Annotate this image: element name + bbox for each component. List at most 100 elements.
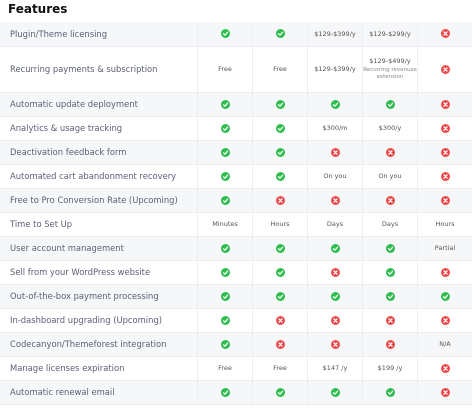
icon-glyph bbox=[277, 341, 283, 347]
icon-circle bbox=[220, 171, 230, 181]
table-cell bbox=[307, 236, 363, 261]
table-cell: $129-$499/y Recurring revenues extension bbox=[362, 46, 418, 93]
check-icon bbox=[275, 171, 285, 181]
icon-circle bbox=[275, 243, 285, 253]
icon-glyph bbox=[277, 126, 283, 131]
check-icon bbox=[275, 123, 285, 133]
check-icon bbox=[275, 243, 285, 253]
icon-glyph bbox=[442, 101, 448, 107]
table-cell bbox=[417, 284, 472, 309]
icon-glyph bbox=[222, 31, 228, 37]
table-cell: $199 /y bbox=[362, 356, 418, 381]
table-row: Automated cart abandonment recovery On yo… bbox=[0, 164, 472, 189]
icon-circle bbox=[220, 243, 230, 253]
cross-icon bbox=[440, 29, 450, 39]
table-cell bbox=[252, 236, 308, 261]
table-cell bbox=[197, 188, 253, 213]
check-icon bbox=[220, 123, 230, 133]
table-cell: N/A bbox=[417, 332, 472, 357]
icon-glyph bbox=[222, 318, 228, 323]
cell-text: $199 /y bbox=[377, 364, 403, 372]
table-cell: Days bbox=[362, 212, 418, 237]
cell-text: $129-$399/y bbox=[314, 29, 356, 38]
table-row: Plugin/Theme licensing $129-$399/y $129-$2… bbox=[0, 22, 472, 47]
table-cell bbox=[417, 46, 472, 93]
table-cell bbox=[362, 236, 418, 261]
table-cell: Minutes bbox=[197, 212, 253, 237]
cell-text: On you bbox=[323, 172, 347, 180]
icon-glyph bbox=[387, 102, 393, 107]
table-cell bbox=[417, 380, 472, 405]
table-cell bbox=[362, 332, 418, 357]
table-row: Automatic renewal email bbox=[0, 380, 472, 405]
icon-circle bbox=[220, 315, 230, 325]
table-row: Deactivation feedback form bbox=[0, 140, 472, 165]
feature-name: Recurring payments & subscription bbox=[0, 46, 198, 93]
table-cell bbox=[417, 116, 472, 141]
table-cell: $129-$399/y bbox=[307, 22, 363, 47]
check-icon bbox=[220, 195, 230, 205]
table-cell bbox=[362, 380, 418, 405]
cross-icon bbox=[330, 195, 340, 205]
check-icon bbox=[275, 291, 285, 301]
table-cell: $129-$399/y bbox=[307, 46, 363, 93]
feature-name: User account management bbox=[0, 236, 198, 261]
table-row: Time to Set Up Minutes Hours Days Days Hours bbox=[0, 212, 472, 237]
icon-glyph bbox=[222, 342, 228, 347]
icon-glyph bbox=[332, 197, 338, 203]
cross-icon bbox=[440, 387, 450, 397]
icon-glyph bbox=[277, 150, 283, 155]
cross-icon bbox=[330, 339, 340, 349]
cross-icon bbox=[330, 267, 340, 277]
table-row: Free to Pro Conversion Rate (Upcoming) bbox=[0, 188, 472, 213]
table-cell bbox=[252, 332, 308, 357]
cell-text: $300/y bbox=[378, 124, 402, 132]
check-icon bbox=[275, 387, 285, 397]
table-cell: Free bbox=[252, 46, 308, 93]
table-row: Automatic update deployment bbox=[0, 92, 472, 117]
table-cell bbox=[197, 260, 253, 285]
icon-circle bbox=[275, 171, 285, 181]
cell-text: On you bbox=[378, 172, 402, 180]
table-cell bbox=[362, 284, 418, 309]
cross-icon bbox=[440, 171, 450, 181]
cell-text: Free bbox=[273, 364, 287, 372]
table-cell: $129-$299/y bbox=[362, 22, 418, 47]
check-icon bbox=[385, 387, 395, 397]
icon-glyph bbox=[222, 150, 228, 155]
icon-glyph bbox=[387, 149, 393, 155]
icon-circle bbox=[275, 123, 285, 133]
table-cell: Free bbox=[252, 356, 308, 381]
check-icon bbox=[385, 243, 395, 253]
table-cell bbox=[417, 164, 472, 189]
check-icon bbox=[275, 147, 285, 157]
icon-glyph bbox=[222, 174, 228, 179]
icon-glyph bbox=[442, 389, 448, 395]
table-cell bbox=[307, 308, 363, 333]
cross-icon bbox=[440, 195, 450, 205]
cell-text: N/A bbox=[439, 340, 451, 348]
table-cell bbox=[197, 284, 253, 309]
icon-circle bbox=[275, 99, 285, 109]
table-cell bbox=[362, 308, 418, 333]
cross-icon bbox=[440, 123, 450, 133]
table-cell bbox=[252, 164, 308, 189]
check-icon bbox=[385, 267, 395, 277]
table-row: Sell from your WordPress website bbox=[0, 260, 472, 285]
cross-icon bbox=[440, 363, 450, 373]
table-cell bbox=[197, 236, 253, 261]
cell-text: Minutes bbox=[212, 220, 238, 228]
cell-text: Days bbox=[326, 220, 344, 228]
check-icon bbox=[220, 267, 230, 277]
cell-text: $129-$399/y bbox=[314, 65, 356, 73]
icon-glyph bbox=[387, 294, 393, 299]
icon-circle bbox=[220, 99, 230, 109]
cross-icon bbox=[330, 315, 340, 325]
icon-glyph bbox=[332, 294, 338, 299]
table-cell: Partial bbox=[417, 236, 472, 261]
icon-circle bbox=[330, 243, 340, 253]
table-cell bbox=[417, 308, 472, 333]
table-cell: $300/m bbox=[307, 116, 363, 141]
table-cell: Hours bbox=[417, 212, 472, 237]
check-icon bbox=[220, 339, 230, 349]
